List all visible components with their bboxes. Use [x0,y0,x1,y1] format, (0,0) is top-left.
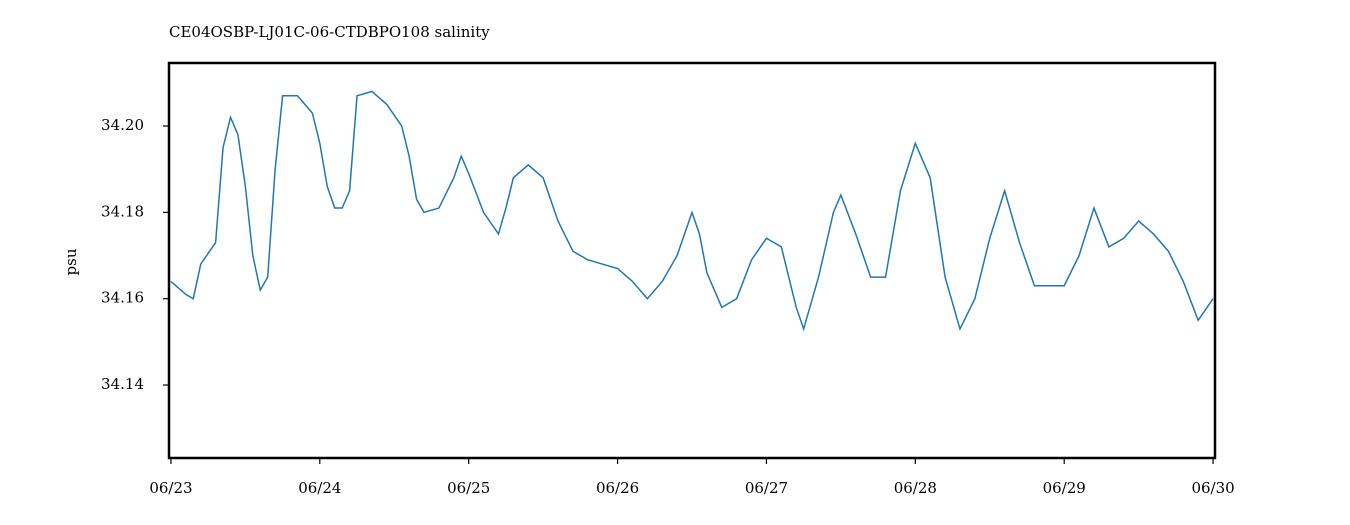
x-tick-label: 06/30 [1191,479,1234,497]
y-axis-label: psu [62,248,80,275]
x-tick-label: 06/26 [596,479,639,497]
x-tick-label: 06/25 [447,479,490,497]
x-tick-label: 06/29 [1043,479,1086,497]
y-tick-label: 34.16 [101,289,144,307]
y-tick-label: 34.18 [101,202,144,220]
x-tick-label: 06/23 [149,479,192,497]
x-tick-label: 06/24 [298,479,341,497]
plot-frame [167,61,1217,460]
x-tick-label: 06/28 [894,479,937,497]
y-tick-label: 34.20 [101,116,144,134]
chart-title: CE04OSBP-LJ01C-06-CTDBPO108 salinity [169,23,490,41]
y-tick-label: 34.14 [101,375,144,393]
data-line [170,90,1214,332]
x-tick-label: 06/27 [745,479,788,497]
